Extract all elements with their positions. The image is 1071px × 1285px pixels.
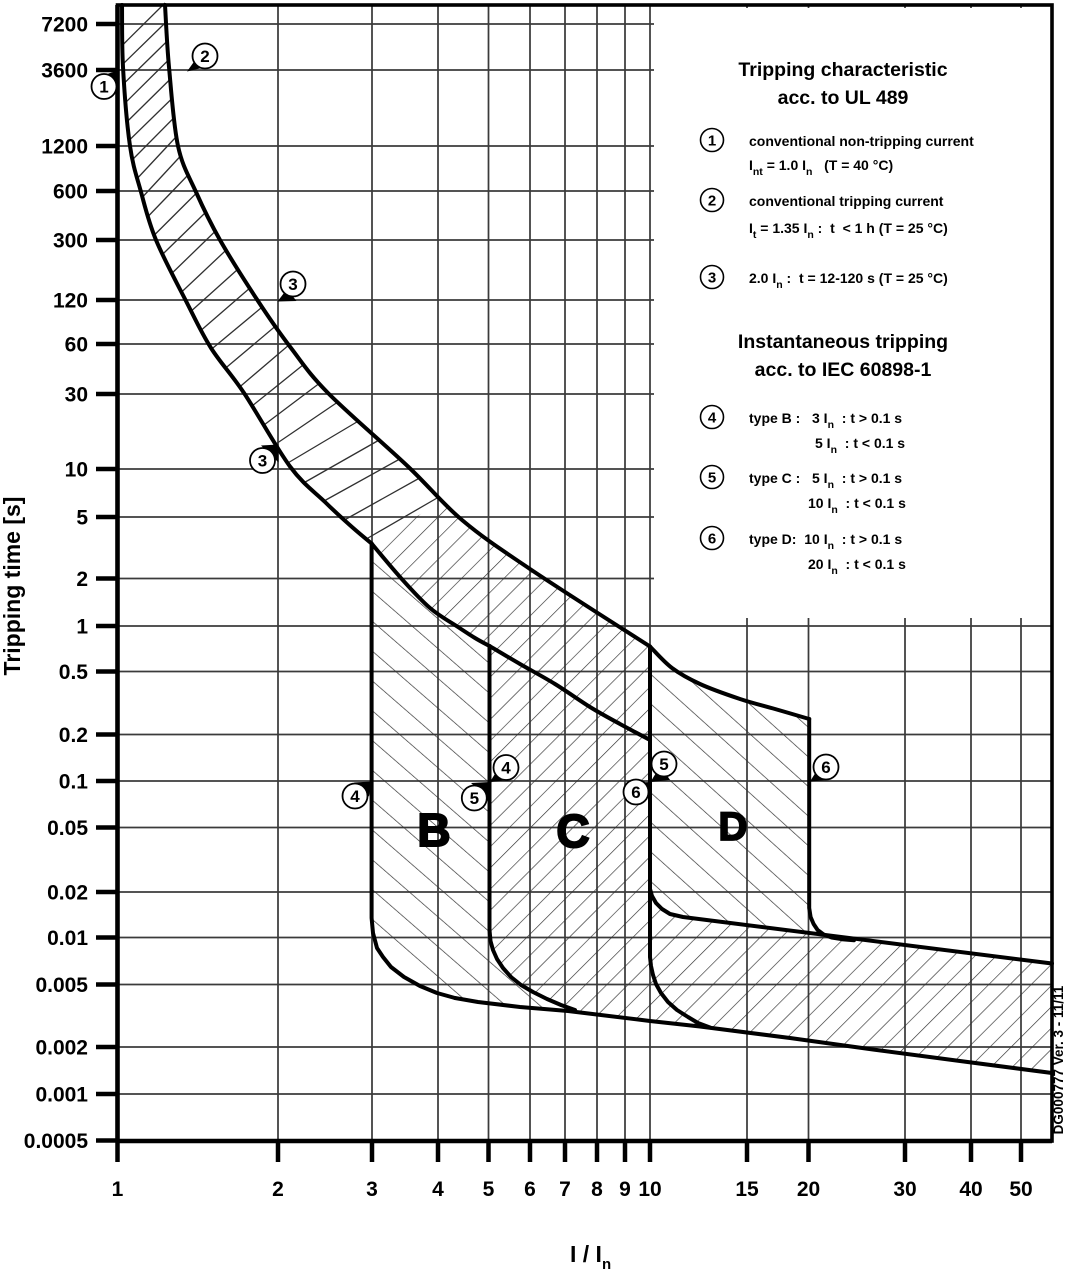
- svg-text:5 In : t < 0.1 s: 5 In : t < 0.1 s: [815, 435, 905, 456]
- svg-text:120: 120: [53, 290, 88, 313]
- svg-text:6: 6: [708, 531, 716, 548]
- svg-text:1: 1: [76, 616, 88, 639]
- svg-text:B: B: [417, 804, 450, 856]
- svg-text:3: 3: [288, 275, 297, 294]
- svg-text:0.2: 0.2: [59, 724, 88, 747]
- svg-text:30: 30: [65, 384, 88, 407]
- svg-text:4: 4: [501, 759, 511, 778]
- svg-text:6: 6: [631, 783, 640, 802]
- svg-text:Int = 1.0 In (T = 40 °C): Int = 1.0 In (T = 40 °C): [749, 157, 893, 178]
- svg-text:6: 6: [524, 1178, 536, 1201]
- svg-text:1200: 1200: [41, 136, 88, 159]
- svg-text:type D: 10 In : t > 0.1 s: type D: 10 In : t > 0.1 s: [749, 531, 902, 552]
- svg-text:6: 6: [821, 758, 830, 777]
- svg-text:600: 600: [53, 181, 88, 204]
- svg-text:C: C: [556, 805, 589, 857]
- svg-text:0.0005: 0.0005: [24, 1130, 89, 1153]
- svg-text:1: 1: [99, 78, 108, 97]
- svg-text:20 In : t < 0.1 s: 20 In : t < 0.1 s: [808, 556, 906, 577]
- svg-text:type C : 5 In : t > 0.1 s: type C : 5 In : t > 0.1 s: [749, 470, 902, 491]
- svg-text:Tripping characteristic: Tripping characteristic: [738, 59, 947, 81]
- svg-text:3600: 3600: [41, 60, 88, 83]
- svg-text:D: D: [719, 805, 748, 849]
- svg-text:1: 1: [708, 133, 716, 150]
- svg-text:3: 3: [258, 452, 267, 471]
- svg-text:4: 4: [432, 1178, 444, 1201]
- svg-text:type B : 3 In : t > 0.1 s: type B : 3 In : t > 0.1 s: [749, 410, 902, 431]
- svg-text:9: 9: [619, 1178, 631, 1201]
- svg-text:Instantaneous tripping: Instantaneous tripping: [738, 331, 948, 353]
- svg-text:5: 5: [659, 755, 668, 774]
- svg-text:60: 60: [65, 334, 88, 357]
- svg-text:2: 2: [708, 193, 716, 210]
- svg-text:3: 3: [366, 1178, 378, 1201]
- svg-text:50: 50: [1009, 1178, 1032, 1201]
- svg-text:10: 10: [638, 1178, 661, 1201]
- svg-text:0.01: 0.01: [47, 927, 88, 950]
- svg-text:5: 5: [483, 1178, 495, 1201]
- svg-text:5: 5: [708, 470, 716, 487]
- svg-text:4: 4: [350, 787, 360, 806]
- svg-text:2.0 In : t = 12-120 s (T = 25: 2.0 In : t = 12-120 s (T = 25 °C): [749, 270, 948, 291]
- svg-text:It = 1.35 In : t < 1 h (T =: It = 1.35 In : t < 1 h (T = 25 °C): [749, 220, 948, 241]
- svg-text:300: 300: [53, 230, 88, 253]
- svg-text:4: 4: [708, 410, 717, 427]
- svg-text:15: 15: [735, 1178, 759, 1201]
- svg-text:2: 2: [200, 47, 209, 66]
- svg-text:8: 8: [591, 1178, 603, 1201]
- svg-text:0.05: 0.05: [47, 817, 88, 840]
- svg-text:0.5: 0.5: [59, 661, 89, 684]
- svg-text:0.02: 0.02: [47, 882, 88, 905]
- svg-text:5: 5: [470, 789, 479, 808]
- svg-text:2: 2: [272, 1178, 284, 1201]
- svg-text:7: 7: [559, 1178, 571, 1201]
- svg-text:acc. to IEC 60898-1: acc. to IEC 60898-1: [755, 359, 932, 381]
- svg-text:0.001: 0.001: [35, 1084, 88, 1107]
- svg-text:0.002: 0.002: [35, 1037, 88, 1060]
- svg-text:conventional tripping current: conventional tripping current: [749, 193, 944, 209]
- svg-text:20: 20: [797, 1178, 820, 1201]
- svg-text:10: 10: [65, 459, 88, 482]
- svg-text:conventional non-tripping curr: conventional non-tripping current: [749, 133, 974, 149]
- svg-text:acc. to UL 489: acc. to UL 489: [778, 87, 909, 109]
- svg-text:5: 5: [76, 507, 88, 530]
- svg-text:1: 1: [112, 1178, 124, 1201]
- svg-text:DG000777 Ver. 3 - 11/11: DG000777 Ver. 3 - 11/11: [1051, 985, 1066, 1134]
- svg-text:3: 3: [708, 270, 716, 287]
- svg-text:2: 2: [76, 568, 88, 591]
- svg-text:0.005: 0.005: [35, 974, 88, 997]
- svg-text:10 In : t < 0.1 s: 10 In : t < 0.1 s: [808, 495, 906, 516]
- svg-text:0.1: 0.1: [59, 771, 89, 794]
- svg-text:Tripping time [s]: Tripping time [s]: [0, 497, 25, 676]
- svg-text:30: 30: [893, 1178, 916, 1201]
- svg-text:40: 40: [959, 1178, 982, 1201]
- svg-text:7200: 7200: [41, 14, 88, 37]
